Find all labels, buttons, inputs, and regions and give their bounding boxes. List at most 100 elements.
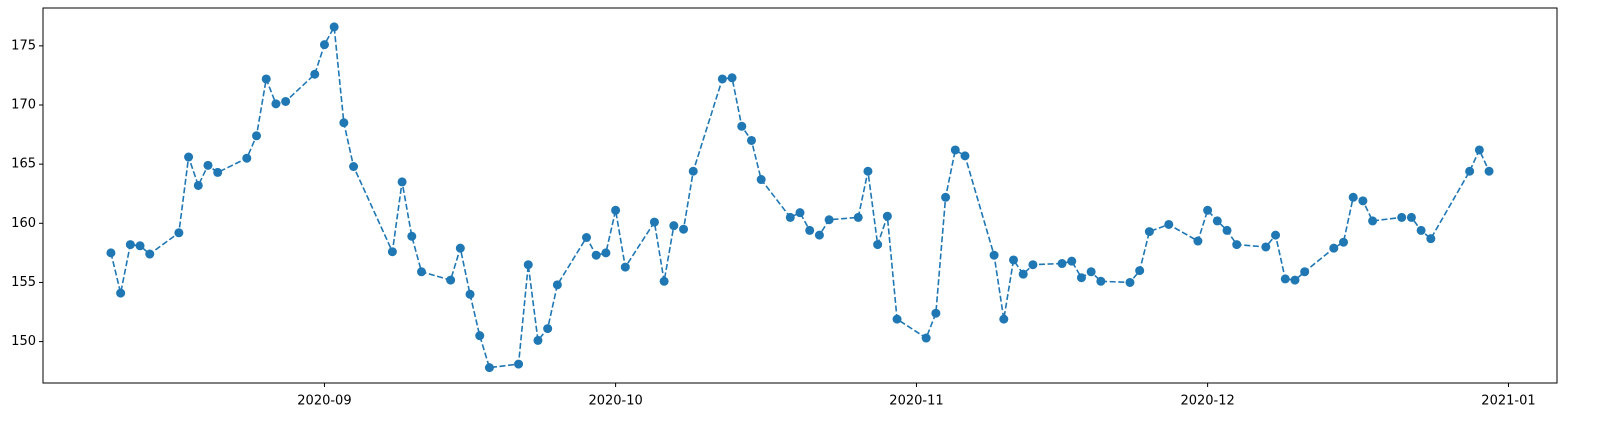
x-tick-label: 2020-11 (889, 394, 943, 409)
data-point (1125, 277, 1135, 287)
data-point (1465, 166, 1475, 176)
data-point (407, 231, 417, 241)
data-point (1271, 230, 1281, 240)
data-point (1144, 227, 1154, 237)
data-point (1096, 276, 1106, 286)
data-point (397, 177, 407, 187)
data-point (892, 314, 902, 324)
data-point (1164, 219, 1174, 229)
data-point (106, 248, 116, 258)
data-point (1009, 255, 1019, 265)
data-point (1397, 212, 1407, 222)
data-point (659, 276, 669, 286)
y-tick-label: 170 (11, 98, 36, 113)
data-point (213, 167, 223, 177)
data-point (1368, 216, 1378, 226)
data-point (649, 217, 659, 227)
data-point (465, 289, 475, 299)
data-point (727, 73, 737, 83)
y-tick-label: 175 (11, 38, 36, 53)
data-point (1203, 205, 1213, 215)
data-point (484, 363, 494, 373)
data-point (329, 22, 339, 32)
x-tick-label: 2020-09 (297, 394, 351, 409)
data-point (785, 212, 795, 222)
data-point (349, 162, 359, 172)
data-point (1212, 216, 1222, 226)
data-point (950, 145, 960, 155)
y-tick-label: 155 (11, 275, 36, 290)
data-point (203, 160, 213, 170)
data-point (135, 241, 145, 251)
data-point (271, 99, 281, 109)
data-point (1057, 259, 1067, 269)
data-point (116, 288, 126, 298)
data-point (1406, 212, 1416, 222)
data-point (717, 74, 727, 84)
data-point (319, 40, 329, 50)
series-line (110, 24, 1490, 369)
x-tick-label: 2021-01 (1481, 394, 1535, 409)
data-point (688, 166, 698, 176)
data-point (1232, 240, 1242, 250)
data-point (679, 224, 689, 234)
data-point (193, 180, 203, 190)
data-point (125, 240, 135, 250)
data-point (620, 262, 630, 272)
data-point (523, 260, 533, 270)
y-tick-label: 150 (11, 334, 36, 349)
data-point (941, 192, 951, 202)
data-point (1028, 260, 1038, 270)
data-point (184, 152, 194, 162)
data-point (882, 211, 892, 221)
data-point (1426, 234, 1436, 244)
data-point (1290, 275, 1300, 285)
data-point (989, 250, 999, 260)
data-point (611, 205, 621, 215)
data-point (552, 280, 562, 290)
data-point (960, 151, 970, 161)
data-point (514, 359, 524, 369)
data-point (1300, 267, 1310, 277)
data-point (1222, 225, 1232, 235)
data-point (145, 249, 155, 259)
data-point (824, 215, 834, 225)
data-point (339, 118, 349, 128)
data-point (1086, 267, 1096, 277)
y-tick-label: 165 (11, 157, 36, 172)
data-point (805, 225, 815, 235)
data-point (455, 243, 465, 253)
data-point (999, 314, 1009, 324)
plot-frame (42, 7, 1558, 384)
data-point (863, 166, 873, 176)
data-point (601, 248, 611, 258)
data-point (310, 69, 320, 79)
data-point (281, 96, 291, 106)
data-point (795, 208, 805, 218)
data-point (581, 232, 591, 242)
data-point (921, 333, 931, 343)
data-point (737, 121, 747, 131)
data-point (1484, 166, 1494, 176)
data-point (533, 335, 543, 345)
data-point (931, 308, 941, 318)
data-point (446, 275, 456, 285)
data-point (873, 240, 883, 250)
data-point (1416, 225, 1426, 235)
data-point (591, 250, 601, 260)
data-point (242, 153, 252, 163)
data-point (669, 221, 679, 231)
data-point (261, 74, 271, 84)
data-point (252, 131, 262, 141)
data-point (853, 212, 863, 222)
data-point (746, 135, 756, 145)
data-point (417, 267, 426, 277)
data-point (543, 324, 553, 334)
data-point (475, 331, 485, 341)
data-point (387, 247, 397, 257)
data-point (1474, 145, 1484, 155)
data-point (1329, 243, 1339, 253)
data-point (1135, 266, 1145, 276)
data-point (1261, 242, 1271, 252)
